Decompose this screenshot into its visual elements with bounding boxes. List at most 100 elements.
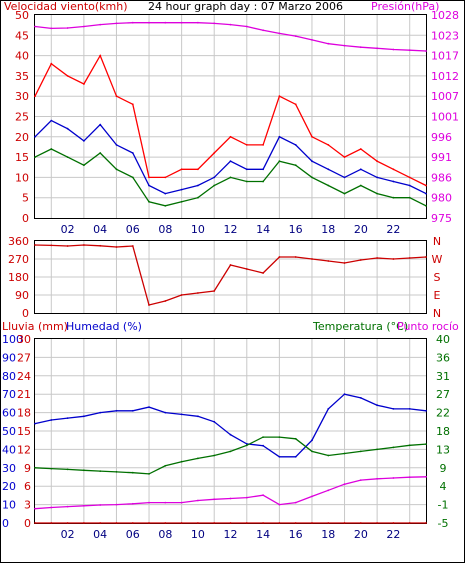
data-point (376, 257, 378, 259)
data-point (164, 501, 167, 504)
pressure-tick-label: 1012 (431, 70, 459, 83)
data-point (99, 23, 102, 26)
wind-speed-tick-label: 40 (15, 50, 29, 63)
data-point (408, 196, 411, 199)
data-point (99, 504, 102, 506)
hour-tick-label: 18 (321, 528, 335, 541)
rain-tick-label: 27 (17, 351, 31, 364)
rain-tick-label: 30 (17, 333, 31, 346)
data-point (359, 259, 362, 261)
data-point (229, 160, 232, 163)
data-point (343, 262, 346, 264)
data-point (278, 32, 281, 35)
rain-tick-label: 24 (17, 370, 31, 383)
data-point (359, 184, 362, 187)
pressure-tick-label: 1017 (431, 50, 459, 63)
data-point (359, 168, 362, 171)
data-point (262, 168, 264, 171)
data-point (180, 21, 183, 24)
data-point (83, 164, 85, 167)
data-point (164, 204, 167, 207)
wind-direction-degree-label: 180 (8, 271, 29, 284)
data-point (180, 501, 183, 504)
hour-tick-label: 04 (93, 223, 107, 236)
data-point (34, 135, 36, 138)
data-point (34, 95, 36, 98)
data-point (213, 290, 216, 292)
rain-tick-label: 21 (17, 388, 31, 401)
data-point (343, 176, 346, 179)
hour-tick-label: 04 (93, 528, 107, 541)
data-point (131, 245, 134, 247)
data-point (213, 176, 216, 179)
data-point (213, 522, 216, 524)
data-point (66, 27, 69, 29)
data-point (50, 506, 53, 509)
data-point (34, 422, 36, 425)
dew-point-axis-label: Punto rocío (397, 320, 459, 333)
data-point (197, 292, 199, 294)
data-point (359, 148, 362, 150)
data-point (311, 160, 313, 163)
data-point (164, 464, 167, 467)
data-point (425, 184, 427, 187)
pressure-tick-label: 1007 (431, 90, 459, 103)
data-point (311, 495, 313, 498)
data-point (343, 192, 346, 195)
data-point (180, 522, 183, 524)
data-point (197, 184, 199, 187)
humidity-tick-label: 0 (2, 517, 9, 530)
data-point (376, 404, 378, 407)
data-point (148, 522, 150, 524)
hour-tick-label: 02 (61, 528, 75, 541)
data-point (408, 257, 411, 259)
temperature-tick-label: 9 (440, 462, 447, 475)
data-point (425, 204, 427, 207)
data-point (66, 522, 69, 524)
data-point (278, 256, 281, 258)
compass-point-label: W (432, 253, 443, 266)
data-point (408, 184, 411, 187)
data-point (66, 156, 69, 159)
data-point (408, 522, 411, 524)
humidity-tick-label: 60 (2, 407, 16, 420)
humidity-tick-label: 20 (2, 480, 16, 493)
compass-point-label: S (434, 271, 441, 284)
temperature-tick-label: 36 (436, 351, 450, 364)
data-point (376, 176, 378, 179)
data-point (66, 75, 69, 77)
data-point (229, 264, 232, 266)
humidity-tick-label: 100 (2, 333, 23, 346)
data-point (278, 522, 281, 524)
data-point (392, 522, 395, 524)
data-point (376, 522, 378, 524)
pressure-axis-label: Presión(hPa) (371, 0, 439, 13)
data-point (392, 446, 395, 449)
data-point (262, 272, 264, 274)
hour-tick-label: 12 (224, 223, 238, 236)
wind-speed-tick-label: 15 (15, 151, 29, 164)
data-point (148, 473, 150, 475)
temperature-tick-label: 22 (436, 407, 450, 420)
data-point (311, 258, 313, 260)
data-point (408, 476, 411, 479)
humidity-tick-label: 70 (2, 388, 16, 401)
data-point (294, 437, 297, 440)
hour-tick-label: 02 (61, 223, 75, 236)
wind-direction-degree-label: 90 (15, 289, 29, 302)
data-point (425, 50, 427, 52)
data-point (294, 35, 297, 37)
data-point (425, 409, 427, 412)
pressure-tick-label: 1001 (431, 111, 459, 124)
wind-direction-degree-label: 0 (22, 307, 29, 320)
temperature-tick-label: 40 (436, 333, 450, 346)
data-point (327, 522, 330, 524)
data-point (148, 304, 150, 306)
humidity-tick-label: 90 (2, 351, 16, 364)
data-point (311, 135, 313, 138)
data-point (83, 504, 85, 507)
data-point (213, 152, 216, 154)
